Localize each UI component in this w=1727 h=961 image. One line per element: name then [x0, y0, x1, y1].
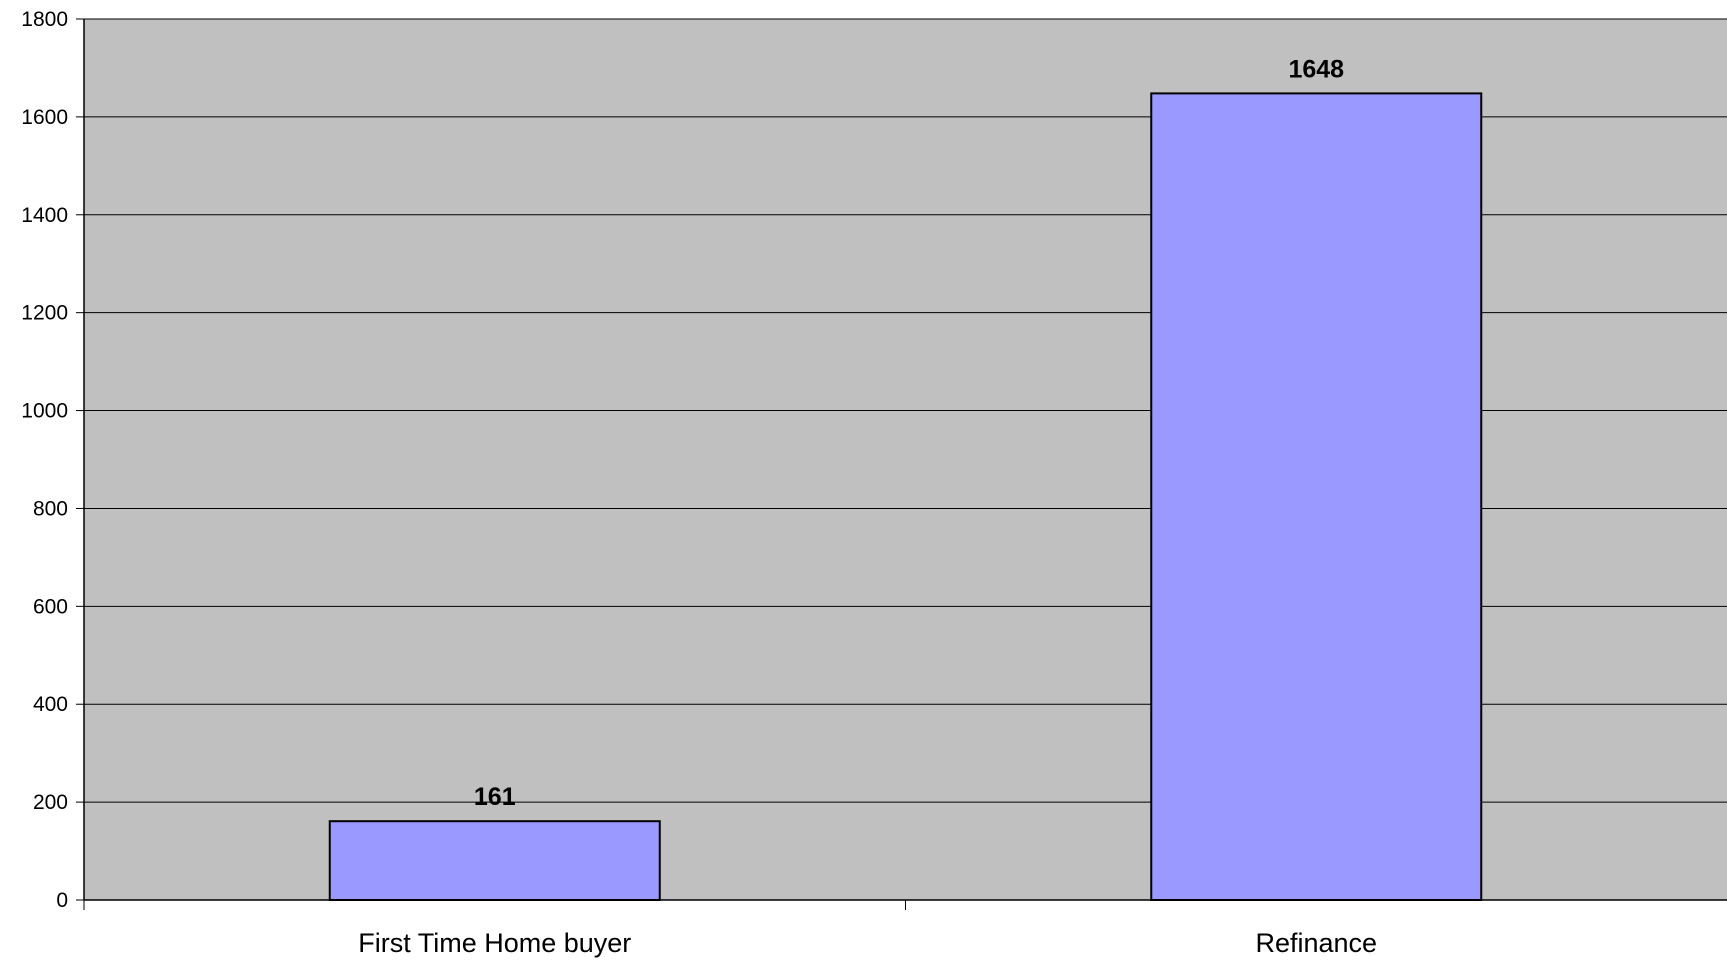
y-tick-label: 1200: [21, 302, 68, 325]
y-tick-label: 600: [33, 595, 68, 618]
data-label: 1648: [1288, 55, 1344, 83]
x-axis-ticks: First Time Home buyer Refinance: [83, 900, 1377, 958]
bar-refinance: [1150, 92, 1483, 901]
x-category-label: Refinance: [1255, 928, 1377, 958]
bars: [328, 92, 1483, 902]
y-tick-label: 200: [33, 791, 68, 814]
y-tick-label: 1000: [21, 400, 68, 423]
y-axis-ticks: 0 200 400 600 800 1000 1200 1400 1600 1800: [21, 8, 84, 912]
data-labels: 161 1648: [474, 55, 1344, 811]
y-tick-label: 800: [33, 497, 68, 520]
x-category-label: First Time Home buyer: [358, 928, 631, 958]
y-tick-label: 400: [33, 693, 68, 716]
y-tick-label: 1600: [21, 106, 68, 129]
data-label: 161: [474, 783, 516, 811]
y-tick-label: 0: [56, 889, 68, 912]
y-tick-label: 1400: [21, 204, 68, 227]
y-tick-label: 1800: [21, 8, 68, 31]
bar-first-time-home-buyer: [328, 820, 661, 902]
